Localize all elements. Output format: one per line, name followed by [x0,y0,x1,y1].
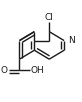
Text: OH: OH [31,66,44,75]
Text: N: N [68,36,75,45]
Text: O: O [1,66,8,75]
Text: Cl: Cl [45,13,54,22]
